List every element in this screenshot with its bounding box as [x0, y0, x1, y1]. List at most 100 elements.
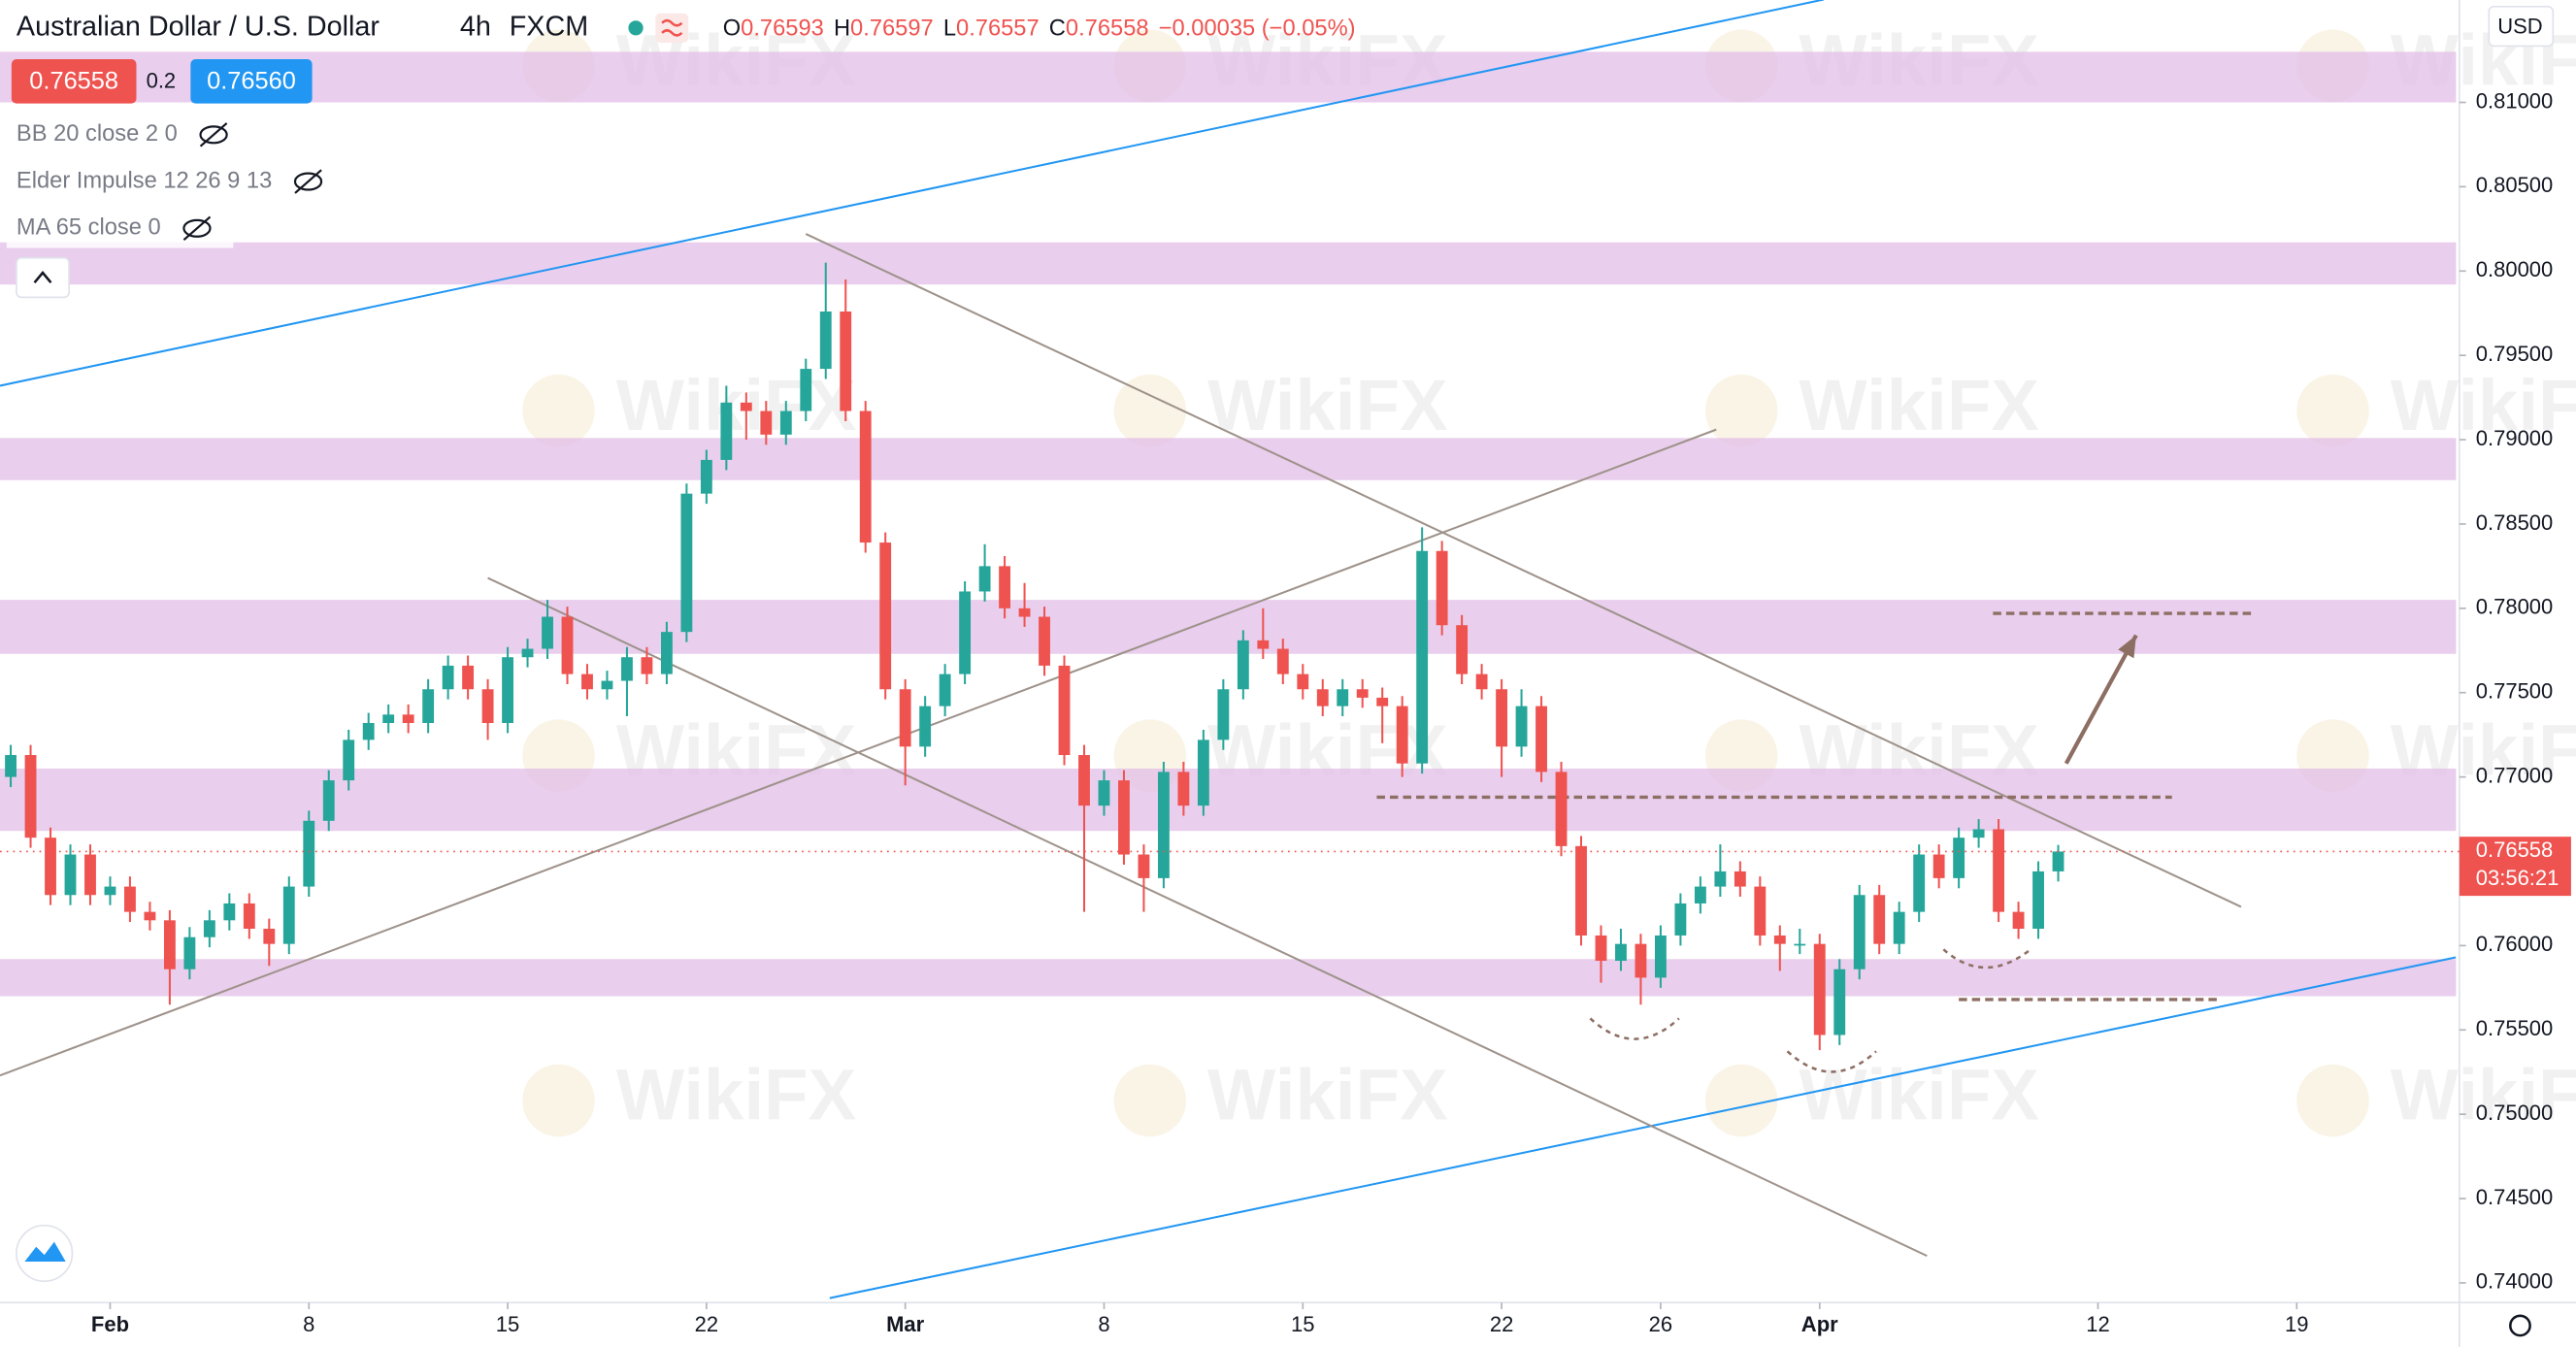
watermark: WikiFX [616, 365, 857, 445]
legend: Australian Dollar / U.S. Dollar 4h FXCM … [6, 5, 2555, 1337]
candle-body [542, 616, 553, 649]
candle-body [1157, 772, 1170, 878]
candle-body [1197, 739, 1209, 806]
visibility-icon[interactable] [199, 125, 228, 145]
candle-body [1993, 829, 2005, 912]
candle-body [720, 402, 733, 460]
visibility-icon[interactable] [182, 218, 212, 238]
candle-body [1138, 854, 1150, 878]
x-tick-label: 19 [2285, 1312, 2308, 1336]
candle-body [1416, 550, 1429, 764]
candle-body [641, 657, 653, 674]
x-tick-label: Mar [886, 1312, 925, 1336]
candle-body [1773, 935, 1786, 944]
watermark-logo [522, 1064, 595, 1137]
y-tick-label: 0.80500 [2476, 173, 2554, 197]
trendline [487, 576, 1928, 1258]
currency[interactable]: USD [2497, 15, 2542, 39]
visibility-icon[interactable] [293, 172, 323, 191]
symbol: Australian Dollar / U.S. Dollar [17, 11, 380, 42]
candle-body [700, 459, 712, 494]
candle-body [959, 591, 972, 674]
candle-body [1575, 845, 1587, 936]
collapse-button[interactable] [16, 256, 70, 299]
candle-body [481, 689, 494, 724]
candle-body [819, 311, 832, 370]
candle-body [1754, 886, 1767, 936]
ohlc-key: C [1049, 16, 1066, 42]
visibility-slash [182, 215, 212, 241]
curve [1589, 1017, 1680, 1040]
candle-body [1098, 780, 1110, 806]
candle-body [621, 657, 633, 681]
candle-body [84, 854, 96, 896]
candle-body [1515, 706, 1528, 747]
candle-body [1932, 854, 1945, 878]
candle-body [282, 886, 295, 944]
x-tick-label: Apr [1801, 1312, 1838, 1336]
trendline [829, 956, 2457, 1299]
currency-box[interactable] [2488, 5, 2555, 48]
candle-body [1873, 895, 1886, 944]
candle-body [1118, 780, 1130, 855]
candle-body [462, 665, 475, 690]
candle-body [1536, 706, 1547, 772]
x-tick-label: 12 [2086, 1312, 2109, 1336]
collapse-icon [33, 271, 52, 283]
candle-body [740, 402, 752, 411]
x-tick-label: 22 [695, 1312, 718, 1336]
candle-body [1337, 689, 1349, 706]
candle-body [1853, 895, 1866, 969]
candle-body [859, 411, 872, 543]
candle-body [303, 820, 315, 887]
sell-price[interactable]: 0.76558 [29, 67, 118, 94]
watermark: WikiFX [1799, 365, 2039, 445]
candle-body [1237, 640, 1249, 690]
x-tick-label: 15 [1291, 1312, 1314, 1336]
candle-body [1217, 689, 1230, 740]
x-tick-label: 22 [1490, 1312, 1513, 1336]
indicator: MA 65 close 0 [17, 215, 161, 241]
trendline [0, 0, 1825, 387]
interval[interactable]: 4h [460, 11, 491, 42]
curve [1786, 1050, 1877, 1073]
indicators: BB 20 close 2 0 Elder Impulse 12 26 9 13 M… [6, 115, 352, 248]
candle-body [521, 648, 534, 658]
buy-button[interactable] [190, 58, 313, 104]
candle-body [1436, 550, 1448, 626]
candle-body [64, 854, 77, 896]
candle-body [1376, 697, 1389, 706]
watermark-logo [1704, 374, 1778, 447]
plot-area [0, 0, 2457, 1299]
candle-body [1475, 674, 1488, 690]
candle-body [1297, 674, 1309, 690]
candle-body [939, 674, 951, 706]
candle-body [1456, 625, 1469, 674]
candle-body [144, 911, 156, 921]
candle-body [1177, 772, 1190, 806]
ohlc: O0.76593 H0.76597 L0.76557 C0.76558 −0.00035… [723, 16, 1356, 42]
candle-body [223, 903, 236, 921]
y-tick-label: 0.76000 [2476, 932, 2554, 956]
indicator: BB 20 close 2 0 [17, 121, 178, 147]
candle-body [2012, 911, 2025, 930]
buy-price[interactable]: 0.76560 [207, 67, 296, 94]
candle-body [422, 689, 435, 724]
y-tick-label: 0.80000 [2476, 257, 2554, 281]
y-tick-label: 0.75000 [2476, 1101, 2554, 1125]
logo[interactable] [16, 1224, 74, 1283]
candle-body [163, 920, 176, 969]
candle-body [1078, 755, 1090, 806]
ohlc-key: O [723, 16, 741, 42]
settings-icon[interactable] [2509, 1314, 2531, 1337]
last-price: 0.76558 [2476, 838, 2554, 862]
sell-button[interactable] [11, 58, 137, 104]
candle-body [660, 632, 673, 674]
logo-mark [24, 1241, 66, 1262]
market-status [628, 20, 644, 36]
candle-body [183, 936, 196, 969]
candle-body [1496, 689, 1508, 747]
y-tick-label: 0.78000 [2476, 595, 2554, 619]
candle-body [1039, 616, 1050, 666]
